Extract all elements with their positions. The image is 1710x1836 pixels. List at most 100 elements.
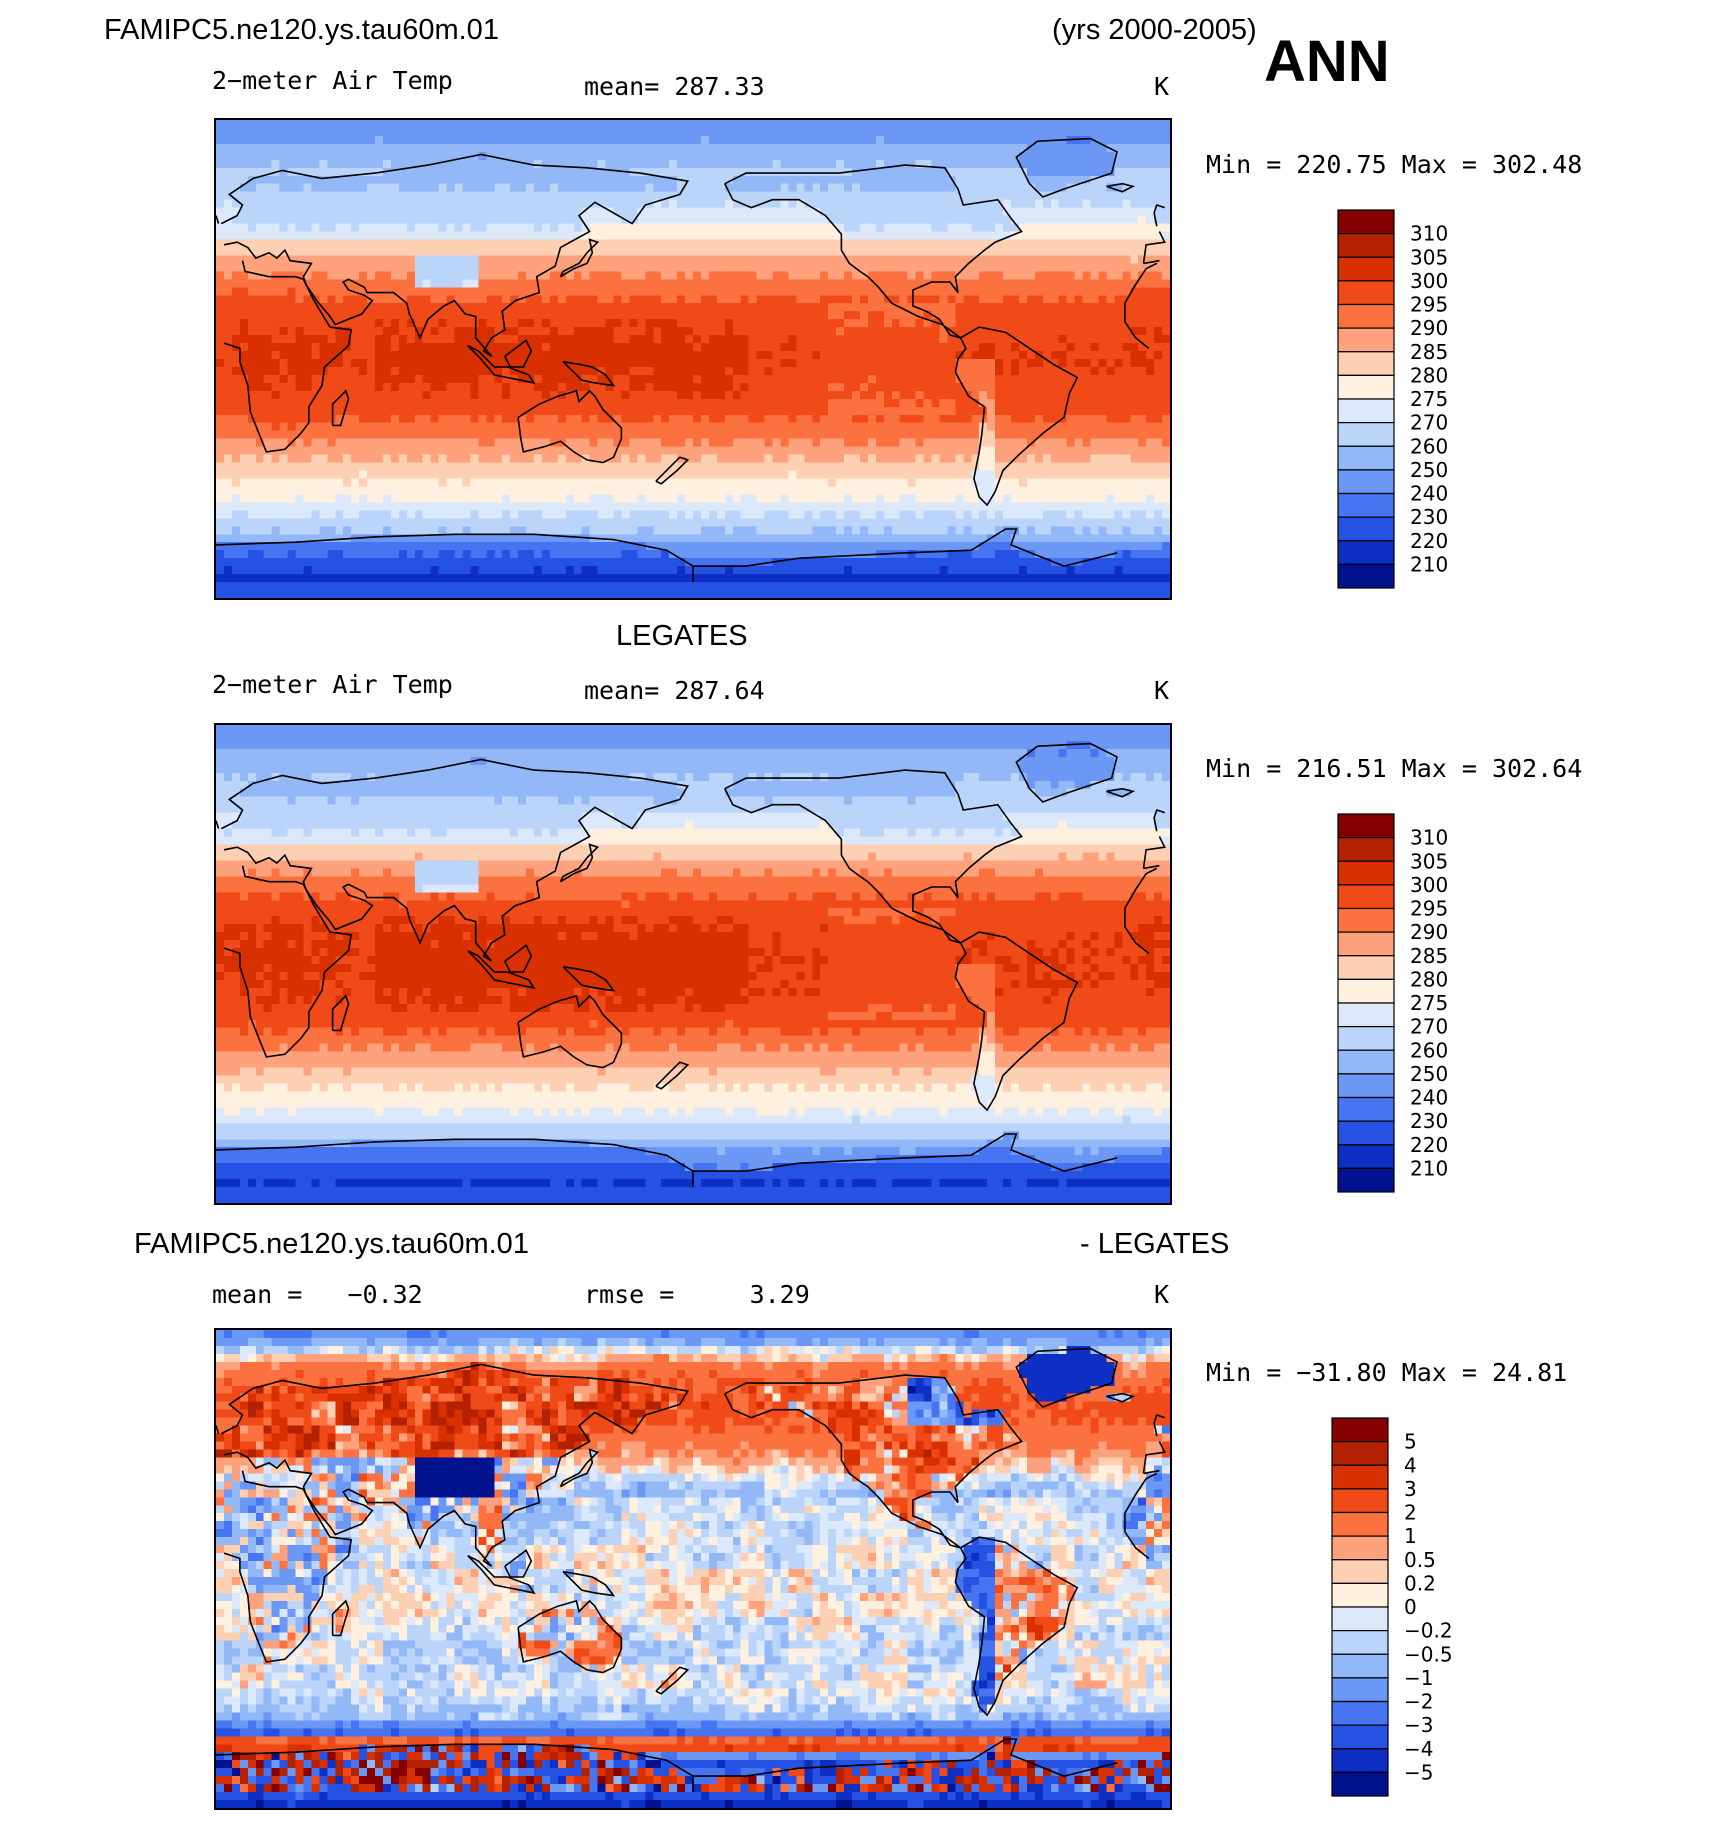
panel1-variable: 2−meter Air Temp: [212, 66, 453, 95]
panel1-colorbar-swatch: [1337, 540, 1395, 565]
coastline-newguinea: [562, 965, 616, 992]
coastline-greenland: [1015, 1347, 1118, 1408]
coastline-antarctica: [216, 1133, 1118, 1188]
panel3-colorbar-swatch: [1331, 1771, 1389, 1797]
panel2-colorbar-swatch: [1337, 1144, 1395, 1169]
map-field: [216, 725, 1170, 1203]
coastline-newguinea: [562, 360, 616, 387]
coastline-africa: [223, 865, 1158, 1058]
coastline-indonesia: [467, 344, 536, 385]
panel3-colorbar-tick-label: 3: [1404, 1477, 1417, 1501]
panel2-colorbar-tick-label: 300: [1410, 873, 1448, 897]
panel2-colorbar-tick-label: 260: [1410, 1038, 1448, 1062]
coastline-indonesia: [467, 1554, 536, 1595]
coastline-southAmerica: [954, 1536, 1079, 1717]
panel1-colorbar-swatch: [1337, 445, 1395, 471]
panel1-colorbar-tick-label: 220: [1410, 529, 1448, 553]
panel3-colorbar-tick-label: −1: [1404, 1666, 1433, 1690]
panel3-colorbar-swatch: [1331, 1464, 1389, 1490]
panel3-colorbar-tick-label: 5: [1404, 1430, 1417, 1454]
panel1-colorbar-tick-label: 240: [1410, 482, 1448, 506]
map-field: [216, 120, 1170, 598]
panel3-colorbar-swatch: [1331, 1653, 1389, 1679]
panel3-minmax: Min = −31.80 Max = 24.81: [1206, 1358, 1567, 1387]
panel3-colorbar: 5 4 3 2 1 0.5 0.2 0 −0.2 −0.5 −1 −2 −3 −4 −5: [1331, 1417, 1468, 1797]
coastlines: [216, 137, 1166, 583]
panel2-map-svg: [216, 725, 1170, 1203]
panel1-colorbar-swatch: [1337, 209, 1395, 235]
obs-title: LEGATES: [616, 620, 748, 653]
season-label: ANN: [1264, 28, 1390, 95]
coastline-uk: [216, 808, 1165, 832]
coastline-iceland: [1106, 182, 1136, 193]
panel1-colorbar-swatch: [1337, 398, 1395, 424]
panel1-colorbar-swatch: [1337, 256, 1395, 282]
panel1-colorbar-tick-label: 305: [1410, 245, 1448, 269]
panel1-colorbar: 310 305 300 295 290 285 280 275 270 260 250 240 230 2…: [1337, 209, 1468, 589]
panel1-colorbar-tick-label: 230: [1410, 505, 1448, 529]
panel3-colorbar-swatch: [1331, 1748, 1389, 1773]
map-field: [216, 1330, 1170, 1808]
diff-suffix: - LEGATES: [1080, 1228, 1229, 1261]
panel1-map: [214, 118, 1172, 600]
coastline-iceland: [1106, 787, 1136, 798]
coastline-northAmerica: [724, 1374, 1023, 1549]
coastline-madagascar: [331, 994, 350, 1032]
coastline-indonesia: [467, 949, 536, 990]
coastline-greenland: [1015, 137, 1118, 198]
case-title: FAMIPC5.ne120.ys.tau60m.01: [104, 14, 499, 47]
panel1-colorbar-swatch: [1337, 351, 1395, 376]
coastline-borneo: [504, 339, 533, 368]
panel2-colorbar-swatch: [1337, 1073, 1395, 1099]
coastline-newzealand: [655, 456, 690, 485]
panel3-colorbar-tick-label: −0.2: [1404, 1619, 1453, 1643]
coastline-greenland: [1015, 742, 1118, 803]
coastline-newzealand: [655, 1061, 690, 1090]
panel2-colorbar-swatch: [1337, 837, 1395, 862]
panel3-colorbar-swatch: [1331, 1724, 1389, 1750]
panel3-colorbar-tick-label: 2: [1404, 1501, 1417, 1525]
panel1-colorbar-tick-label: 210: [1410, 552, 1448, 576]
panel1-map-svg: [216, 120, 1170, 598]
panel2-colorbar-swatch: [1337, 860, 1395, 886]
coastline-newguinea: [562, 1570, 616, 1597]
panel2-colorbar-swatch: [1337, 955, 1395, 980]
panel2-colorbar-swatch: [1337, 813, 1395, 839]
coastline-borneo: [504, 1549, 533, 1578]
coastline-newzealand: [655, 1666, 690, 1695]
panel3-map: [214, 1328, 1172, 1810]
panel1-colorbar-swatch: [1337, 469, 1395, 495]
panel2-colorbar-tick-label: 310: [1410, 826, 1448, 850]
panel3-colorbar-tick-label: 0.2: [1404, 1571, 1436, 1595]
panel2-colorbar-svg: 3103053002952902852802752702602502402302…: [1337, 813, 1448, 1193]
panel2-colorbar-tick-label: 290: [1410, 920, 1448, 944]
panel1-colorbar-swatch: [1337, 280, 1395, 306]
coastline-australia: [517, 389, 623, 464]
panel3-colorbar-swatch: [1331, 1535, 1389, 1561]
coastline-madagascar: [331, 1599, 350, 1637]
panel3-rmse: rmse = 3.29: [584, 1280, 810, 1309]
panel2-colorbar-swatch: [1337, 1096, 1395, 1122]
panel2-colorbar-tick-label: 295: [1410, 897, 1448, 921]
panel1-colorbar-tick-label: 300: [1410, 269, 1448, 293]
panel1-colorbar-swatch: [1337, 563, 1395, 589]
panel3-colorbar-swatch: [1331, 1700, 1389, 1726]
panel2-colorbar-swatch: [1337, 978, 1395, 1004]
panel2-colorbar-swatch: [1337, 1049, 1395, 1075]
coastline-uk: [216, 203, 1165, 227]
panel1-colorbar-tick-label: 275: [1410, 387, 1448, 411]
panel2-colorbar-tick-label: 230: [1410, 1109, 1448, 1133]
panel3-colorbar-tick-label: −3: [1404, 1713, 1433, 1737]
panel3-colorbar-swatch: [1331, 1488, 1389, 1514]
panel2-mean: mean= 287.64: [584, 676, 765, 705]
panel1-colorbar-tick-label: 295: [1410, 293, 1448, 317]
panel1-colorbar-swatch: [1337, 374, 1395, 400]
panel1-colorbar-swatch: [1337, 233, 1395, 258]
panel2-units: K: [1154, 676, 1169, 705]
coastlines: [216, 742, 1166, 1188]
panel1-colorbar-tick-label: 260: [1410, 434, 1448, 458]
panel2-colorbar-tick-label: 210: [1410, 1156, 1448, 1180]
panel3-colorbar-tick-label: −5: [1404, 1760, 1433, 1784]
panel1-colorbar-tick-label: 310: [1410, 222, 1448, 246]
panel1-colorbar-tick-label: 280: [1410, 363, 1448, 387]
